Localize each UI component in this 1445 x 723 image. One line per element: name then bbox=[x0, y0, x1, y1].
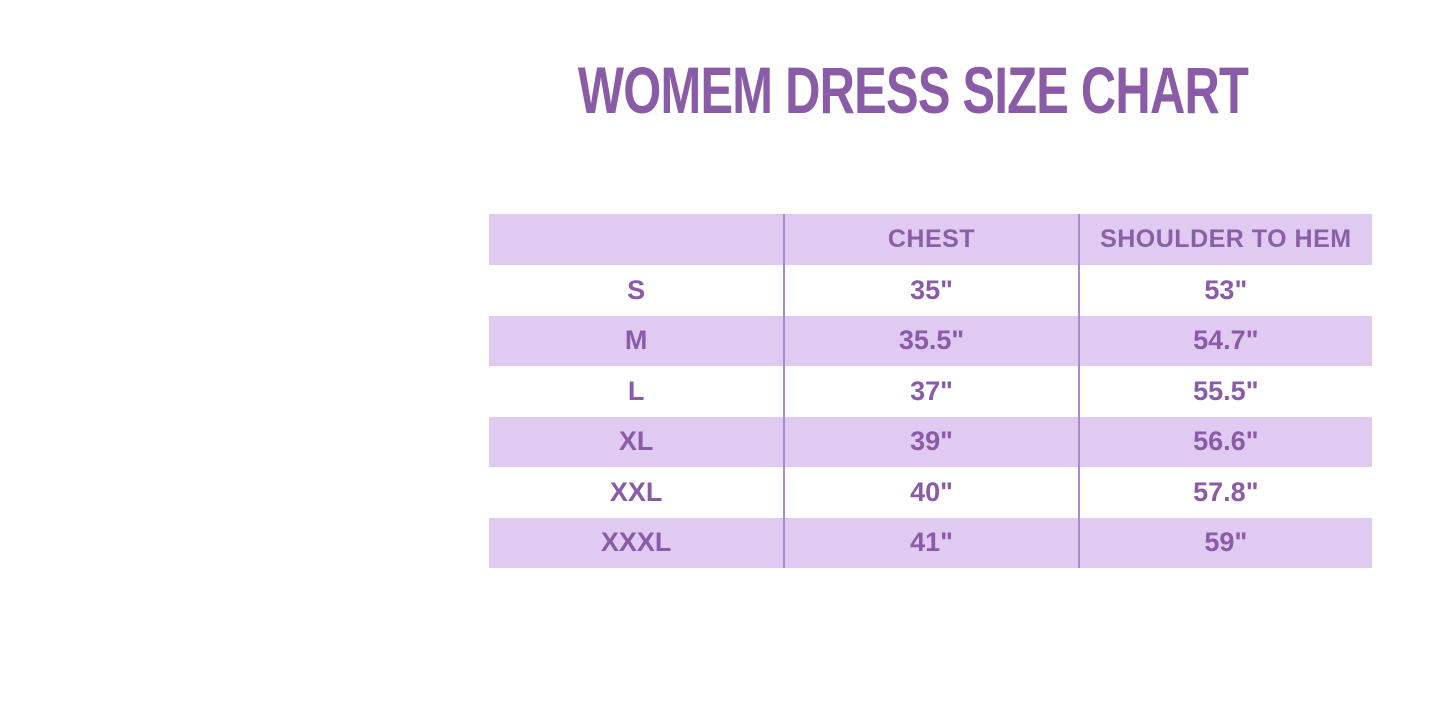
shoulder-to-hem-value: 56.6" bbox=[1077, 416, 1372, 467]
size-label: M bbox=[624, 325, 648, 356]
table-row-m: M 35.5" 54.7" bbox=[489, 315, 1372, 366]
shoulder-to-hem-value: 57.8" bbox=[1077, 467, 1372, 518]
shoulder-to-hem-value: 54.7" bbox=[1077, 315, 1372, 366]
chest-value: 39" bbox=[783, 416, 1077, 467]
size-label: XXXL bbox=[600, 527, 672, 558]
shoulder-to-hem-value: 59" bbox=[1077, 517, 1372, 568]
shoulder-to-hem-value: 55.5" bbox=[1077, 366, 1372, 417]
size-label: XL bbox=[618, 426, 654, 457]
header-cell-chest: CHEST bbox=[783, 214, 1077, 265]
chest-value: 37" bbox=[783, 366, 1077, 417]
page-title: WOMEM DRESS SIZE CHART bbox=[577, 53, 1249, 127]
shoulder-to-hem-value: 53" bbox=[1077, 265, 1372, 316]
chest-value: 40" bbox=[783, 467, 1077, 518]
chest-value: 35" bbox=[783, 265, 1077, 316]
size-chart-table: CHEST SHOULDER TO HEM S 35" 53" M 35.5" … bbox=[489, 214, 1372, 568]
chest-value: 41" bbox=[783, 517, 1077, 568]
size-label: S bbox=[627, 274, 646, 305]
header-cell-shoulder-to-hem: SHOULDER TO HEM bbox=[1077, 214, 1372, 265]
table-row-xxxl: XXXL 41" 59" bbox=[489, 517, 1372, 568]
size-label: L bbox=[627, 375, 645, 406]
header-cell-size bbox=[489, 214, 783, 265]
table-row-xl: XL 39" 56.6" bbox=[489, 416, 1372, 467]
chest-value: 35.5" bbox=[783, 315, 1077, 366]
table-row-l: L 37" 55.5" bbox=[489, 366, 1372, 417]
table-header-row: CHEST SHOULDER TO HEM bbox=[489, 214, 1372, 265]
size-label: XXL bbox=[609, 476, 663, 507]
table-row-xxl: XXL 40" 57.8" bbox=[489, 467, 1372, 518]
table-row-s: S 35" 53" bbox=[489, 265, 1372, 316]
